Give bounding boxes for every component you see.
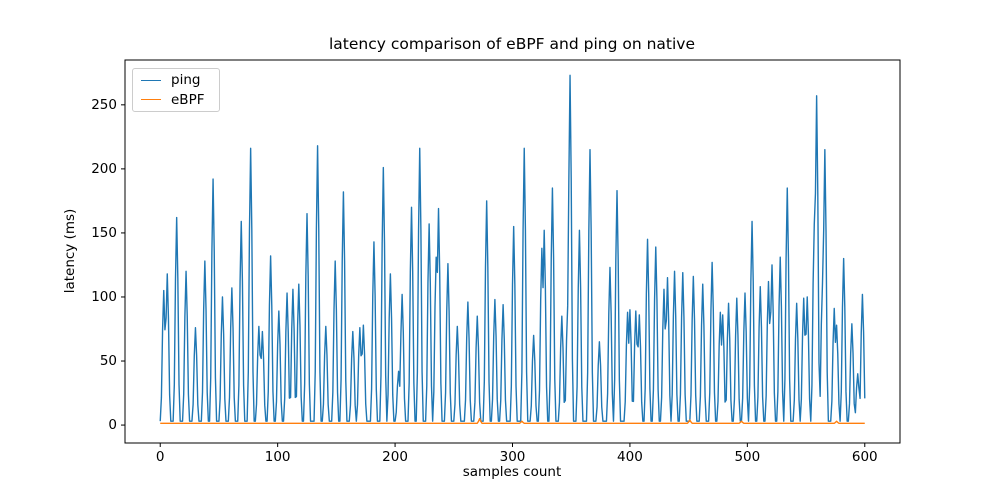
x-tick-label: 600: [851, 449, 878, 465]
y-tick-label: 200: [91, 160, 117, 177]
x-tick-label: 500: [734, 449, 761, 465]
y-tick-label: 50: [99, 353, 117, 370]
legend-entry-ebpf: eBPF: [141, 92, 211, 108]
x-axis-label: samples count: [462, 464, 562, 480]
chart-title: latency comparison of eBPF and ping on n…: [329, 35, 695, 53]
y-tick-label: 250: [91, 96, 117, 113]
legend-entry-ping: ping: [141, 72, 211, 88]
legend: ping eBPF: [132, 68, 220, 112]
x-tick-label: 0: [155, 449, 165, 465]
y-tick-label: 150: [91, 224, 117, 241]
x-tick-label: 200: [382, 449, 408, 465]
x-tick-label: 100: [264, 449, 291, 465]
legend-label-ping: ping: [171, 72, 201, 89]
x-tick-label: 300: [499, 449, 526, 465]
series-line-ping: [159, 74, 866, 422]
x-tick-label: 400: [617, 449, 643, 465]
legend-line-ebpf: [141, 99, 161, 101]
legend-line-ping: [141, 79, 161, 81]
legend-label-ebpf: eBPF: [171, 91, 205, 108]
y-tick-label: 100: [91, 288, 117, 305]
y-tick-label: 0: [108, 417, 117, 434]
series-line-ebpf: [160, 417, 865, 424]
